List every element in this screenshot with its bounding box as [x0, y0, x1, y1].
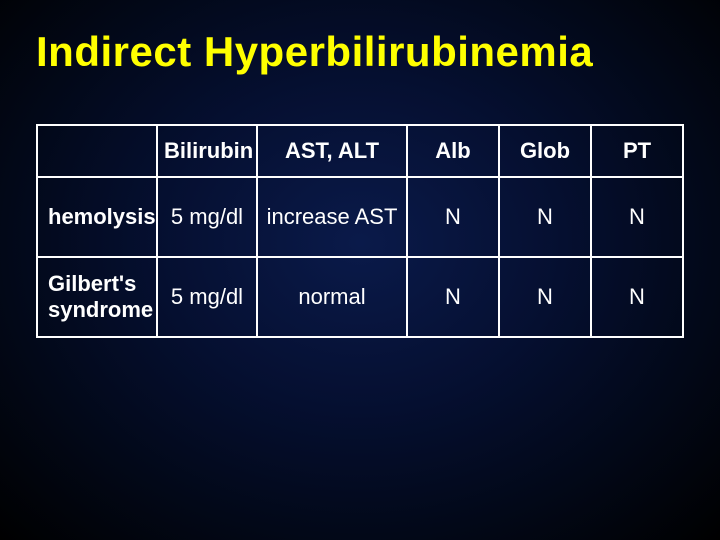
table-row: hemolysis 5 mg/dl increase AST N N N [37, 177, 683, 257]
slide: Indirect Hyperbilirubinemia Bilirubin AS… [0, 0, 720, 540]
cell: N [591, 177, 683, 257]
cell: N [499, 177, 591, 257]
header-glob: Glob [499, 125, 591, 177]
slide-title: Indirect Hyperbilirubinemia [36, 28, 684, 76]
header-ast-alt: AST, ALT [257, 125, 407, 177]
cell: 5 mg/dl [157, 257, 257, 337]
header-alb: Alb [407, 125, 499, 177]
cell: N [591, 257, 683, 337]
row-label-hemolysis: hemolysis [37, 177, 157, 257]
cell: 5 mg/dl [157, 177, 257, 257]
cell: normal [257, 257, 407, 337]
cell: increase AST [257, 177, 407, 257]
cell: N [407, 177, 499, 257]
header-blank [37, 125, 157, 177]
table-header-row: Bilirubin AST, ALT Alb Glob PT [37, 125, 683, 177]
comparison-table: Bilirubin AST, ALT Alb Glob PT hemolysis… [36, 124, 684, 338]
cell: N [407, 257, 499, 337]
header-bilirubin: Bilirubin [157, 125, 257, 177]
cell: N [499, 257, 591, 337]
table-row: Gilbert's syndrome 5 mg/dl normal N N N [37, 257, 683, 337]
header-pt: PT [591, 125, 683, 177]
row-label-gilberts: Gilbert's syndrome [37, 257, 157, 337]
